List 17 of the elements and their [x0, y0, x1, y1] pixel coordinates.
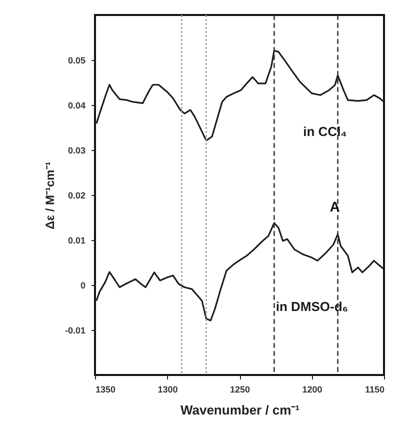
- y-tick-label: -0.01: [64, 326, 86, 336]
- y-axis-title: Δε / M⁻¹cm⁻¹: [42, 162, 57, 230]
- y-tick-label: 0.03: [68, 146, 86, 156]
- x-tick-label: 1150: [364, 384, 384, 394]
- x-tick-label: 1350: [96, 384, 116, 394]
- y-tick-label: 0.01: [68, 236, 86, 246]
- y-tick-label: 0.04: [68, 100, 86, 110]
- y-tick-label: 0.02: [68, 190, 86, 200]
- y-tick-label: 0.05: [68, 56, 86, 66]
- x-tick-label: 1200: [302, 384, 322, 394]
- x-tick-label: 1250: [230, 384, 250, 394]
- y-tick-label: 0: [80, 280, 86, 290]
- annotation: A: [330, 198, 340, 215]
- text: in DMSO-d₆: [276, 299, 348, 314]
- x-axis-title: Wavenumber / cm⁻¹: [180, 402, 300, 418]
- series-label: in CCl₄: [303, 124, 347, 139]
- x-tick-label: 1300: [158, 384, 178, 394]
